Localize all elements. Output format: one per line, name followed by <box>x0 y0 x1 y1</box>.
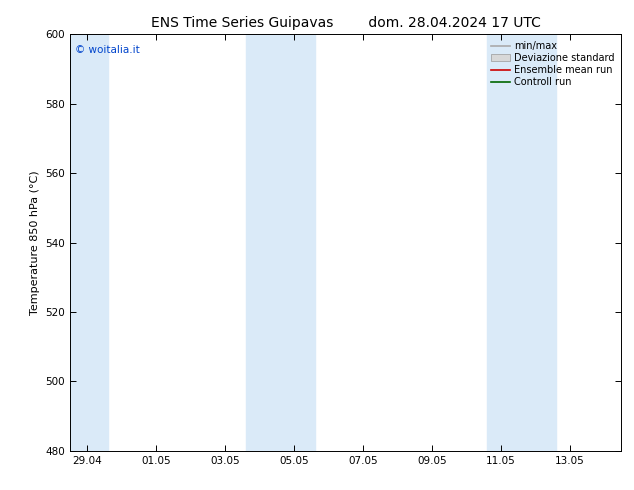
Legend: min/max, Deviazione standard, Ensemble mean run, Controll run: min/max, Deviazione standard, Ensemble m… <box>489 39 616 89</box>
Bar <box>70 34 108 451</box>
Y-axis label: Temperature 850 hPa (°C): Temperature 850 hPa (°C) <box>30 170 39 315</box>
Bar <box>245 34 314 451</box>
Title: ENS Time Series Guipavas        dom. 28.04.2024 17 UTC: ENS Time Series Guipavas dom. 28.04.2024… <box>151 16 540 30</box>
Text: © woitalia.it: © woitalia.it <box>75 45 140 55</box>
Bar <box>487 34 556 451</box>
